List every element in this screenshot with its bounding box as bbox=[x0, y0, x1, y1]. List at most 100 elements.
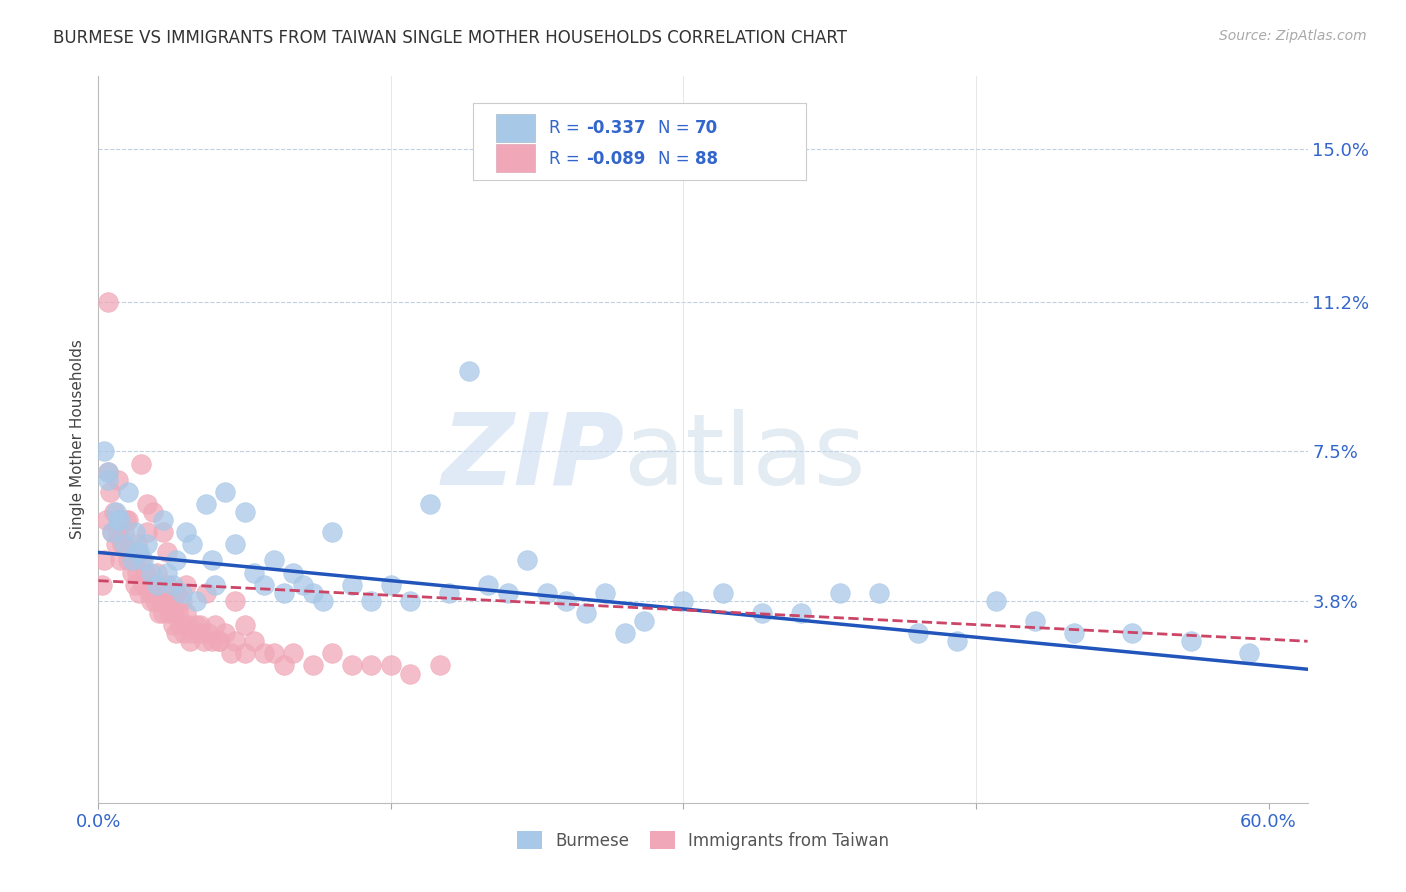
Point bbox=[219, 646, 242, 660]
Point bbox=[146, 578, 169, 592]
Point bbox=[117, 513, 139, 527]
Point bbox=[153, 594, 176, 608]
Point bbox=[984, 594, 1007, 608]
Point bbox=[179, 634, 201, 648]
Point bbox=[138, 586, 160, 600]
Point bbox=[828, 586, 851, 600]
Point bbox=[136, 525, 159, 540]
Point bbox=[194, 497, 217, 511]
Point bbox=[181, 626, 204, 640]
Point bbox=[139, 566, 162, 580]
Point bbox=[1024, 614, 1046, 628]
Point bbox=[172, 594, 194, 608]
Point bbox=[536, 586, 558, 600]
Point bbox=[595, 586, 617, 600]
Point bbox=[458, 364, 481, 378]
Point bbox=[142, 578, 165, 592]
Point bbox=[360, 658, 382, 673]
FancyBboxPatch shape bbox=[496, 145, 534, 172]
Point bbox=[97, 295, 120, 310]
Point bbox=[104, 537, 127, 551]
Point bbox=[156, 566, 179, 580]
Point bbox=[97, 465, 120, 479]
Point bbox=[181, 537, 204, 551]
Point bbox=[108, 513, 131, 527]
Point bbox=[97, 465, 120, 479]
Point bbox=[194, 586, 217, 600]
Point bbox=[672, 594, 695, 608]
Point bbox=[1180, 634, 1202, 648]
Point bbox=[143, 594, 166, 608]
Point bbox=[128, 545, 150, 559]
Text: -0.089: -0.089 bbox=[586, 150, 645, 168]
Point bbox=[233, 646, 256, 660]
Point bbox=[789, 606, 811, 620]
Point bbox=[132, 553, 155, 567]
Point bbox=[197, 626, 219, 640]
Point bbox=[117, 553, 139, 567]
Text: 70: 70 bbox=[695, 120, 717, 137]
Point bbox=[131, 553, 153, 567]
Text: -0.337: -0.337 bbox=[586, 120, 645, 137]
Point bbox=[165, 626, 187, 640]
Point bbox=[174, 606, 197, 620]
Point bbox=[167, 606, 190, 620]
Point bbox=[633, 614, 655, 628]
Point bbox=[208, 634, 231, 648]
Point bbox=[321, 646, 343, 660]
Point bbox=[121, 553, 143, 567]
Point bbox=[188, 626, 211, 640]
Point bbox=[131, 457, 153, 471]
Point bbox=[214, 626, 236, 640]
Point bbox=[148, 606, 170, 620]
Point bbox=[165, 553, 187, 567]
Point bbox=[233, 618, 256, 632]
Point bbox=[496, 586, 519, 600]
Text: N =: N = bbox=[658, 150, 695, 168]
Point bbox=[283, 566, 305, 580]
Point bbox=[124, 525, 146, 540]
Point bbox=[124, 578, 146, 592]
Point bbox=[162, 594, 184, 608]
Point bbox=[243, 634, 266, 648]
Point bbox=[614, 626, 637, 640]
Text: Source: ZipAtlas.com: Source: ZipAtlas.com bbox=[1219, 29, 1367, 44]
Point bbox=[97, 473, 120, 487]
Point bbox=[174, 578, 197, 592]
Point bbox=[121, 566, 143, 580]
Point bbox=[107, 525, 129, 540]
Point bbox=[134, 566, 156, 580]
Point bbox=[162, 578, 184, 592]
Point bbox=[91, 578, 114, 592]
Point bbox=[118, 545, 141, 559]
Point bbox=[273, 658, 295, 673]
Point bbox=[214, 484, 236, 499]
Point bbox=[108, 553, 131, 567]
Point bbox=[302, 658, 325, 673]
Y-axis label: Single Mother Households: Single Mother Households bbox=[70, 339, 86, 540]
Point bbox=[380, 658, 402, 673]
Point bbox=[163, 606, 186, 620]
Point bbox=[142, 505, 165, 519]
Point bbox=[152, 525, 174, 540]
Point bbox=[1063, 626, 1085, 640]
Point bbox=[233, 505, 256, 519]
Point bbox=[132, 578, 155, 592]
Point bbox=[340, 578, 363, 592]
Point bbox=[174, 525, 197, 540]
Point bbox=[127, 566, 149, 580]
Point bbox=[146, 566, 169, 580]
Text: atlas: atlas bbox=[624, 409, 866, 506]
Point bbox=[156, 578, 179, 592]
Point bbox=[122, 553, 145, 567]
Text: 88: 88 bbox=[695, 150, 717, 168]
Point bbox=[107, 513, 129, 527]
Point bbox=[104, 505, 127, 519]
Point bbox=[117, 484, 139, 499]
Point bbox=[253, 578, 276, 592]
Point bbox=[146, 586, 169, 600]
Point bbox=[172, 586, 194, 600]
Point bbox=[380, 578, 402, 592]
Point bbox=[157, 606, 180, 620]
Point bbox=[93, 444, 115, 458]
